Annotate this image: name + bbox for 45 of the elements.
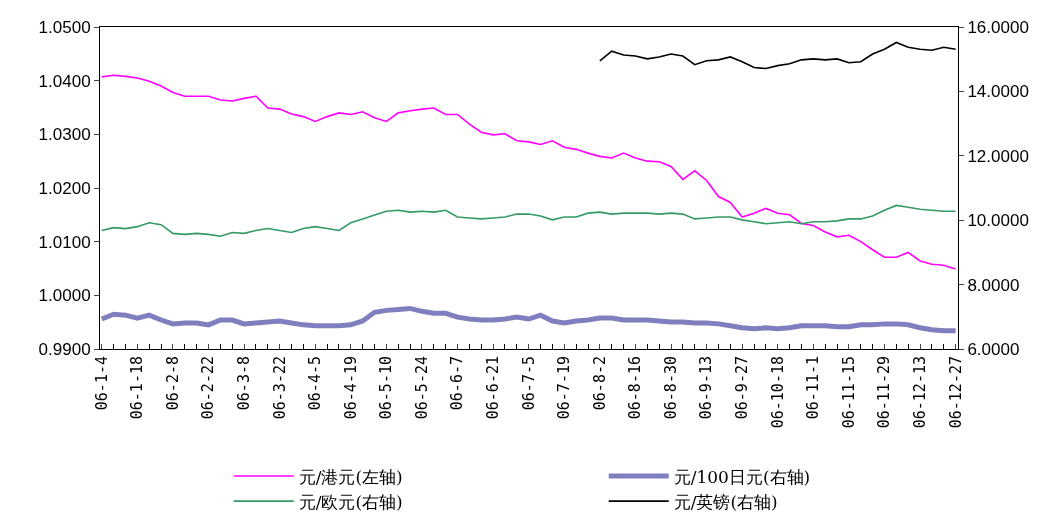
- x-tick-label: 06-11-15: [839, 356, 858, 429]
- x-tick-label: 06-7-5: [519, 356, 538, 411]
- x-tick-label: 06-6-21: [484, 356, 503, 420]
- x-tick-label: 06-6-7: [448, 356, 467, 411]
- y-tick-label: 1.0100: [38, 232, 91, 252]
- line-series: [100, 74, 957, 270]
- x-tick-label: 06-4-5: [306, 356, 325, 411]
- x-tick-label: 06-5-24: [412, 356, 431, 420]
- x-tick-label: 06-4-19: [341, 356, 360, 420]
- y-tick-label: 1.0000: [38, 286, 91, 306]
- legend-label: 元/欧元(右轴): [298, 491, 403, 512]
- y-tick-label: 1.0500: [38, 17, 91, 37]
- x-tick-label: 06-5-10: [377, 356, 396, 420]
- x-tick-label: 06-9-27: [733, 356, 752, 420]
- y-tick-label: 1.0300: [38, 125, 91, 145]
- x-tick-label: 06-3-22: [270, 356, 289, 420]
- x-tick-label: 06-11-29: [875, 356, 894, 429]
- y2-tick-label: 12.0000: [967, 146, 1029, 166]
- y2-tick-label: 6.0000: [967, 339, 1020, 359]
- x-tick-label: 06-3-8: [234, 356, 253, 411]
- x-tick-label: 06-8-16: [626, 356, 645, 420]
- x-tick-label: 06-2-8: [163, 356, 182, 411]
- x-tick-label: 06-1-4: [92, 356, 111, 411]
- x-tick-label: 06-1-18: [128, 356, 147, 420]
- line-series: [100, 204, 957, 238]
- x-tick-label: 06-2-22: [199, 356, 218, 420]
- line-series: [599, 41, 957, 70]
- x-tick-label: 06-12-13: [910, 356, 929, 429]
- y-tick-label: 1.0400: [38, 71, 91, 91]
- x-tick-label: 06-7-19: [555, 356, 574, 420]
- y-tick-label: 1.0200: [38, 178, 91, 198]
- legend-label: 元/100日元(右轴): [673, 466, 811, 487]
- x-tick-label: 06-10-18: [768, 356, 787, 429]
- x-tick-label: 06-11-1: [804, 356, 823, 420]
- legend-label: 元/港元(左轴): [298, 466, 403, 487]
- x-tick-label: 06-12-27: [946, 356, 965, 429]
- y-tick-label: 0.9900: [38, 339, 91, 359]
- y2-tick-label: 10.0000: [967, 211, 1029, 231]
- x-tick-label: 06-8-30: [661, 356, 680, 420]
- legend-label: 元/英镑(右轴): [673, 491, 778, 512]
- x-tick-label: 06-9-13: [697, 356, 716, 420]
- x-tick-label: 06-8-2: [590, 356, 609, 411]
- y2-tick-label: 8.0000: [967, 275, 1020, 295]
- y2-tick-label: 14.0000: [967, 82, 1029, 102]
- y2-tick-label: 16.0000: [967, 17, 1029, 37]
